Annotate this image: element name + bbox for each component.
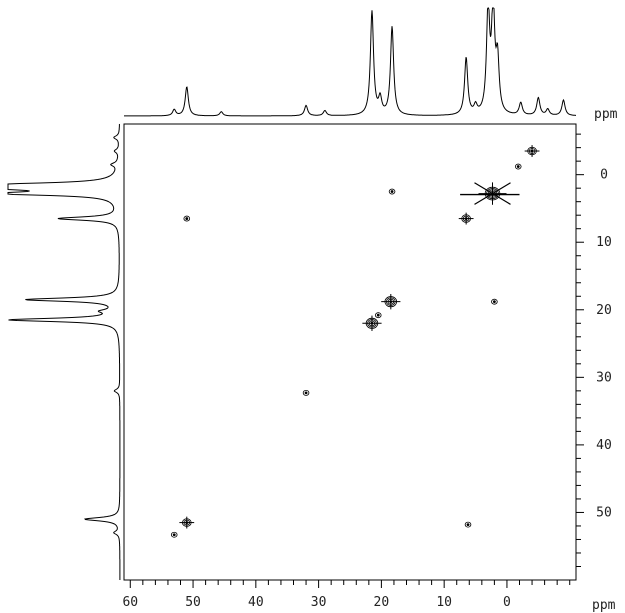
cross-peak: [381, 293, 401, 310]
cross-peak-contour: [302, 389, 310, 396]
y-tick-label: 0: [600, 168, 608, 183]
y-tick-label: 20: [596, 303, 612, 318]
left-projection-trace: [7, 123, 121, 580]
cross-peaks: [170, 145, 540, 538]
cross-peak: [179, 516, 195, 529]
cross-peak-contour: [464, 521, 472, 528]
y-tick-label: 10: [596, 235, 612, 250]
y-tick-label: 50: [596, 505, 612, 520]
cross-peak-contour: [514, 163, 522, 170]
cross-peak-center: [172, 533, 176, 537]
cross-peak: [464, 521, 472, 528]
y-tick-label: 40: [596, 438, 612, 453]
cross-peak: [374, 312, 382, 319]
cross-peak: [514, 163, 522, 170]
cross-peak-center: [516, 165, 520, 168]
cross-peak-center: [492, 300, 496, 304]
cross-peak: [460, 182, 520, 205]
cross-peak-center: [390, 190, 394, 193]
cross-peak: [170, 531, 178, 538]
cross-peak: [458, 212, 474, 225]
x-axis: 60 50 40 30 20 10 0: [122, 580, 571, 610]
cross-peak: [302, 389, 310, 396]
cross-peak-contour: [183, 215, 191, 222]
plot-frame: [123, 123, 577, 581]
x-tick-label: 60: [122, 595, 138, 610]
x-tick-label: 30: [311, 595, 327, 610]
y-tick-label: 30: [596, 370, 612, 385]
top-projection-trace: [124, 7, 576, 117]
top-projection-unit-label: ppm: [594, 107, 618, 122]
x-tick-label: 50: [185, 595, 201, 610]
x-tick-label: 0: [503, 595, 511, 610]
cross-peak: [388, 188, 396, 195]
x-tick-label: 10: [436, 595, 452, 610]
left-projection: [7, 123, 121, 580]
cross-peak-center: [466, 523, 470, 527]
x-axis-unit-label: ppm: [592, 598, 616, 613]
y-axis: 0 10 20 30 40 50: [576, 133, 612, 567]
cross-peak: [362, 315, 382, 331]
cross-peak: [183, 215, 191, 222]
cross-peak: [524, 145, 540, 157]
cross-peak-contour: [374, 312, 382, 319]
cross-peak-ridge-diag: [474, 182, 511, 205]
x-tick-label: 40: [248, 595, 264, 610]
cross-peak-contour: [170, 531, 178, 538]
cross-peak-contour: [388, 188, 396, 195]
cross-peak-contour: [491, 298, 498, 305]
cross-peak-center: [185, 217, 189, 220]
cross-peak: [491, 298, 498, 305]
x-tick-label: 20: [374, 595, 390, 610]
cross-peak-center: [376, 313, 380, 317]
top-projection: [124, 7, 576, 117]
cross-peak-center: [304, 391, 308, 395]
